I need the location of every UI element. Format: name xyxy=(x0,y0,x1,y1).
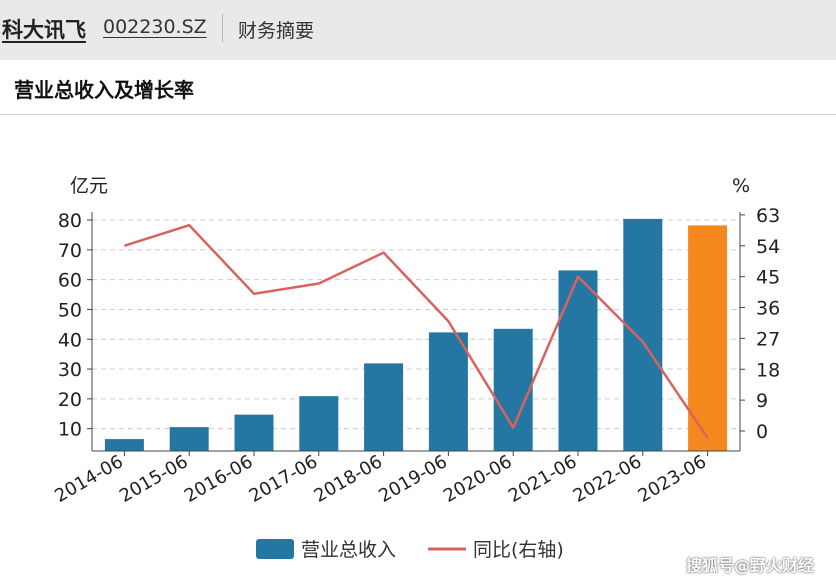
header-divider xyxy=(222,14,223,42)
right-axis-unit: % xyxy=(732,175,750,197)
x-tick-label: 2020-06 xyxy=(440,451,516,507)
x-tick-label: 2021-06 xyxy=(505,451,581,507)
yoy-growth-line xyxy=(124,223,709,439)
right-tick-label: 0 xyxy=(756,421,768,443)
legend-label-yoy: 同比(右轴) xyxy=(473,539,564,561)
revenue-bar xyxy=(299,396,339,451)
stock-code-link[interactable]: 002230.SZ xyxy=(103,16,207,38)
watermark: 搜狐号@野火财经 xyxy=(686,556,815,575)
revenue-bar xyxy=(169,427,209,451)
revenue-bar xyxy=(428,332,468,451)
left-axis-unit: 亿元 xyxy=(70,175,108,197)
left-tick-label: 20 xyxy=(58,389,82,411)
left-tick-label: 60 xyxy=(58,270,82,292)
x-tick-label: 2016-06 xyxy=(181,451,257,507)
x-tick-label: 2014-06 xyxy=(51,451,127,507)
revenue-bar xyxy=(493,328,533,451)
left-tick-label: 70 xyxy=(58,240,82,262)
chart-title: 营业总收入及增长率 xyxy=(14,78,194,102)
x-tick-label: 2022-06 xyxy=(570,451,646,507)
left-tick-label: 30 xyxy=(58,359,82,381)
revenue-bar xyxy=(104,439,144,451)
x-tick-label: 2017-06 xyxy=(246,451,322,507)
x-tick-label: 2023-06 xyxy=(634,451,710,507)
title-strip xyxy=(0,60,836,115)
revenue-bar xyxy=(558,270,598,451)
legend-swatch-revenue xyxy=(256,539,294,559)
top-bar: 科大讯飞 002230.SZ 财务摘要 xyxy=(0,0,836,60)
right-tick-label: 18 xyxy=(756,359,780,381)
left-tick-label: 40 xyxy=(58,329,82,351)
revenue-bar xyxy=(234,414,274,451)
revenue-bar xyxy=(623,218,663,451)
right-tick-label: 36 xyxy=(756,298,780,320)
legend-label-revenue: 营业总收入 xyxy=(301,539,396,561)
left-tick-label: 10 xyxy=(58,419,82,441)
left-tick-label: 80 xyxy=(58,210,82,232)
right-tick-label: 9 xyxy=(756,390,768,412)
revenue-bar xyxy=(688,225,728,451)
right-tick-label: 27 xyxy=(756,328,780,350)
right-tick-label: 54 xyxy=(756,236,780,258)
company-name-link[interactable]: 科大讯飞 xyxy=(2,18,86,42)
right-tick-label: 45 xyxy=(756,267,780,289)
x-tick-label: 2015-06 xyxy=(116,451,192,507)
x-tick-label: 2019-06 xyxy=(375,451,451,507)
x-tick-label: 2018-06 xyxy=(310,451,386,507)
left-tick-label: 50 xyxy=(58,299,82,321)
section-label: 财务摘要 xyxy=(238,20,315,42)
right-tick-label: 63 xyxy=(756,205,780,227)
revenue-bar xyxy=(364,363,404,451)
